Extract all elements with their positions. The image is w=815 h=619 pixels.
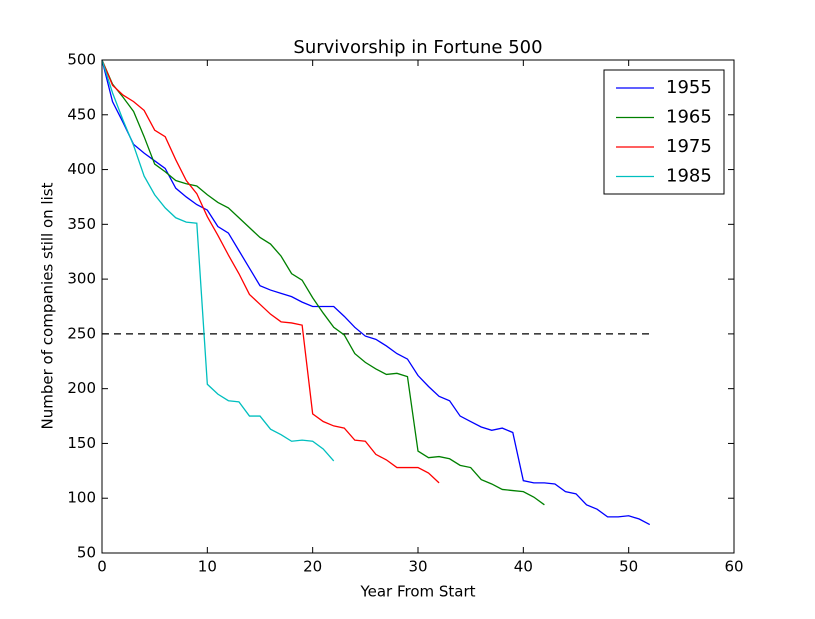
series-line <box>101 59 335 462</box>
legend-box <box>603 69 725 195</box>
x-tick-label: 40 <box>514 558 533 576</box>
x-tick-label: 10 <box>198 558 217 576</box>
y-axis-label: Number of companies still on list <box>39 182 57 429</box>
x-tick-label: 50 <box>619 558 638 576</box>
x-axis-label: Year From Start <box>359 583 475 601</box>
y-tick-label: 150 <box>67 434 96 452</box>
x-tick-label: 60 <box>724 558 743 576</box>
x-tick-label: 20 <box>303 558 322 576</box>
legend-label: 1985 <box>666 166 712 187</box>
y-tick-label: 100 <box>67 489 96 507</box>
series-line <box>101 59 440 484</box>
y-tick-label: 200 <box>67 379 96 397</box>
series-line <box>101 59 651 526</box>
y-tick-label: 350 <box>67 215 96 233</box>
y-tick-label: 300 <box>67 270 96 288</box>
legend-label: 1975 <box>666 136 712 157</box>
legend-label: 1955 <box>666 77 712 98</box>
y-tick-label: 500 <box>67 51 96 69</box>
chart-title: Survivorship in Fortune 500 <box>293 37 542 58</box>
x-tick-label: 30 <box>408 558 427 576</box>
y-tick-label: 250 <box>67 324 96 342</box>
legend-label: 1965 <box>666 107 712 128</box>
y-tick-label: 50 <box>77 544 96 562</box>
x-tick-label: 0 <box>97 558 107 576</box>
y-tick-label: 450 <box>67 105 96 123</box>
series-line <box>101 59 545 506</box>
y-tick-label: 400 <box>67 160 96 178</box>
plot-frame <box>101 59 735 554</box>
